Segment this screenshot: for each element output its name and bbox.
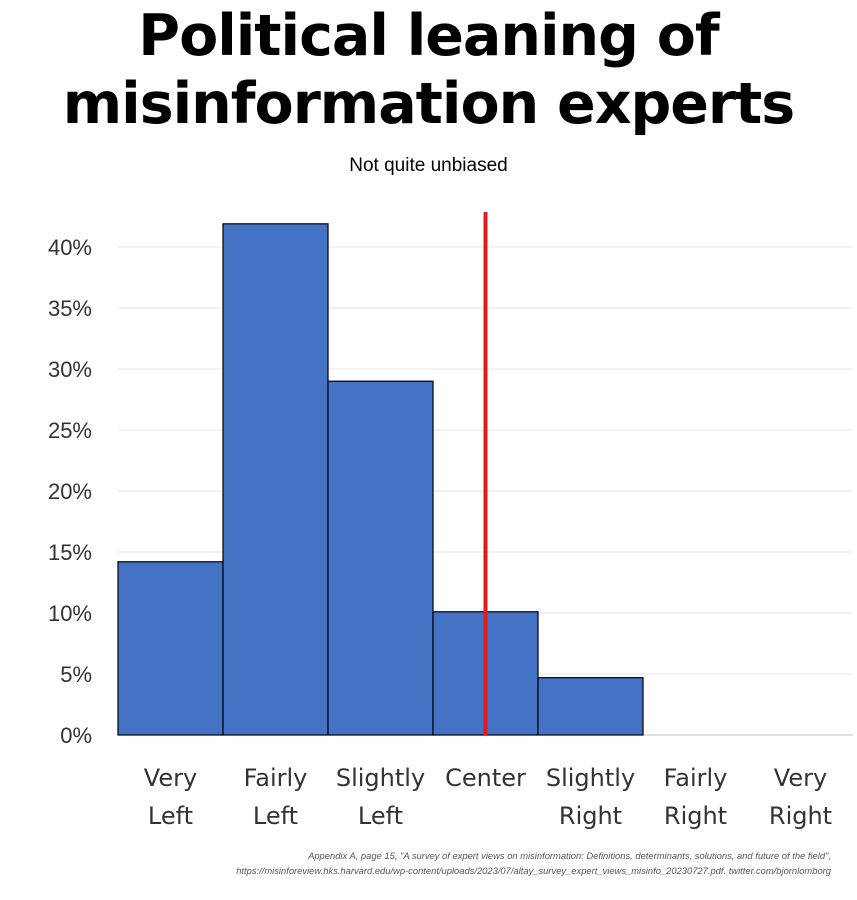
x-tick-label: Left (253, 802, 298, 830)
bars (117, 223, 644, 736)
x-tick-label: Slightly (336, 764, 425, 792)
x-tick-label: Right (769, 802, 832, 830)
chart-subtitle: Not quite unbiased (349, 155, 508, 176)
x-tick-label: Slightly (546, 764, 635, 792)
x-tick-label: Very (144, 764, 197, 792)
y-tick-label: 25% (48, 418, 92, 443)
source-line-2: https://misinforeview.hks.harvard.edu/wp… (236, 865, 831, 876)
bar (117, 561, 224, 736)
bar (327, 380, 434, 736)
x-tick-label: Left (358, 802, 403, 830)
chart-title: Political leaning of misinformation expe… (62, 3, 795, 137)
x-tick-label: Right (559, 802, 622, 830)
x-axis-ticks: Very Left Fairly Left Slightly Left Center Slig… (144, 764, 832, 830)
y-tick-label: 0% (60, 723, 92, 748)
x-tick-label: Right (664, 802, 727, 830)
x-tick-label: Left (148, 802, 193, 830)
y-tick-label: 20% (48, 479, 92, 504)
y-tick-label: 40% (48, 235, 92, 260)
y-axis-ticks: 0% 5% 10% 15% 20% 25% 30% 35% 40% (48, 235, 92, 748)
source-line-1: Appendix A, page 15, "A survey of expert… (308, 850, 831, 861)
x-tick-label: Fairly (664, 764, 728, 792)
x-tick-label: Very (774, 764, 827, 792)
x-tick-label: Center (445, 764, 526, 792)
x-tick-label: Fairly (244, 764, 308, 792)
y-tick-label: 15% (48, 540, 92, 565)
source-note: Appendix A, page 15, "A survey of expert… (236, 848, 831, 878)
y-tick-label: 30% (48, 357, 92, 382)
y-tick-label: 35% (48, 296, 92, 321)
bar (222, 223, 329, 736)
bar (537, 677, 644, 736)
bar-chart: 0% 5% 10% 15% 20% 25% 30% 35% 40% Very Left Fairly… (48, 212, 853, 830)
y-tick-label: 10% (48, 601, 92, 626)
y-tick-label: 5% (60, 662, 92, 687)
